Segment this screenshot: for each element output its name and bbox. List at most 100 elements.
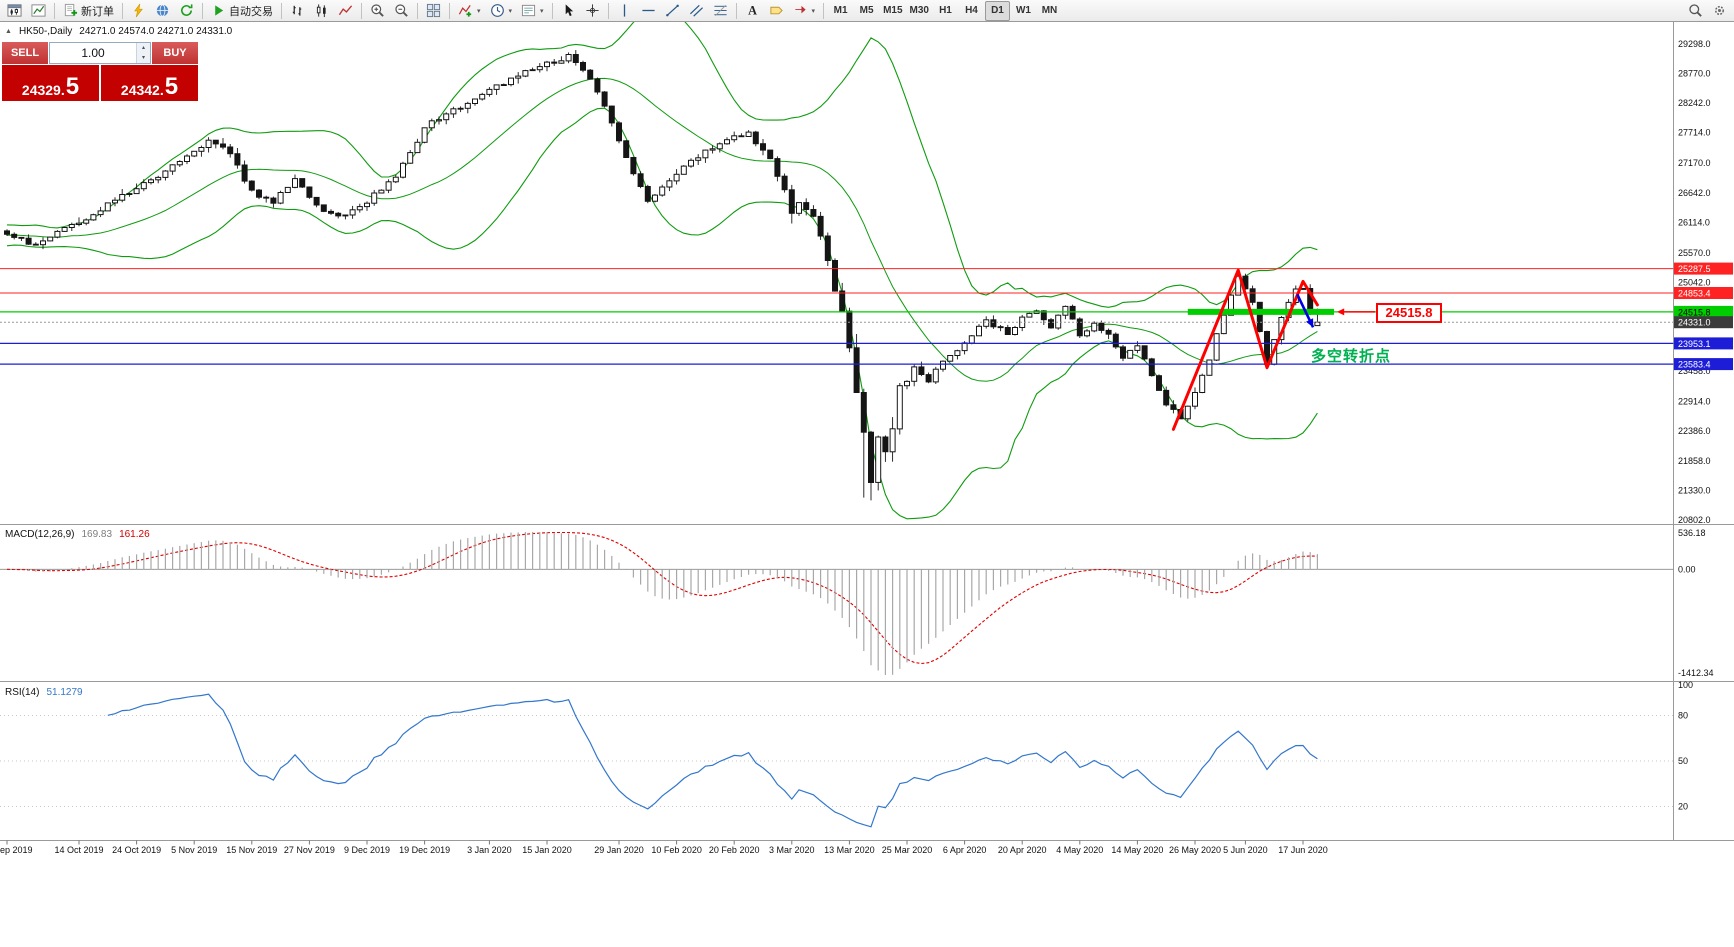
new-chart-button[interactable]: [3, 1, 26, 21]
text-a-icon: A: [745, 3, 760, 18]
toolbar-separator: [54, 2, 55, 19]
volume-decrease-button[interactable]: ▾: [137, 53, 150, 63]
symbol-search-button[interactable]: [1684, 1, 1707, 21]
chart-candle-icon: [7, 3, 22, 18]
terminal-button[interactable]: [151, 1, 174, 21]
timeframe-m30-button[interactable]: M30: [907, 1, 932, 21]
panel-separators: [0, 22, 1734, 841]
crosshair-button[interactable]: [581, 1, 604, 21]
autotrading-button-label: 自动交易: [229, 5, 273, 18]
vertical-line-button[interactable]: [613, 1, 636, 21]
dropdown-caret-icon: ▾: [540, 7, 544, 15]
toolbar-separator: [417, 2, 418, 19]
volume-increase-button[interactable]: ▴: [137, 43, 150, 53]
arrow-icon: [793, 3, 808, 18]
blue-arrow-drawing[interactable]: [1296, 293, 1315, 328]
rsi-panel: [0, 693, 1674, 828]
horizontal-line-button[interactable]: [637, 1, 660, 21]
collapse-panel-icon[interactable]: ▲: [5, 28, 12, 35]
fibonacci-button[interactable]: [709, 1, 732, 21]
channel-button[interactable]: [685, 1, 708, 21]
price-chart[interactable]: 29298.0 28770.0 28242.0 27714.0 27170.0 26642…: [0, 22, 1734, 947]
time-axis[interactable]: 30 Sep 2019 14 Oct 2019 24 Oct 2019 5 Nov 2…: [0, 840, 1328, 856]
svg-text:23458.0: 23458.0: [1678, 366, 1711, 376]
sell-button[interactable]: SELL: [2, 42, 48, 64]
timeframe-d1-button[interactable]: D1: [984, 0, 1010, 21]
rsi-axis-labels: 100 80 50 20: [1678, 680, 1693, 812]
svg-text:27170.0: 27170.0: [1678, 158, 1711, 168]
svg-text:22914.0: 22914.0: [1678, 397, 1711, 407]
svg-text:29 Jan 2020: 29 Jan 2020: [594, 845, 644, 855]
text-button[interactable]: A: [741, 1, 764, 21]
new-order-button[interactable]: 新订单: [59, 1, 118, 21]
timeframe-h1-button[interactable]: H1: [933, 1, 958, 21]
tile-windows-button[interactable]: [422, 1, 445, 21]
svg-text:9 Dec 2019: 9 Dec 2019: [344, 845, 390, 855]
timeframe-w1-button[interactable]: W1: [1011, 1, 1036, 21]
timeframe-mn-button[interactable]: MN: [1037, 1, 1062, 21]
templates-button[interactable]: ▾: [517, 1, 548, 21]
periods-button[interactable]: ▾: [486, 1, 517, 21]
svg-text:27714.0: 27714.0: [1678, 128, 1711, 138]
timeframe-m15-button[interactable]: M15: [880, 1, 905, 21]
line-chart-button[interactable]: [334, 1, 357, 21]
main-toolbar: 新订单 自动交易 ▾ ▾ ▾ A ▾ M1 M5 M15 M30 H1 H4 D1 W1 MN: [0, 0, 1734, 22]
chart-profiles-button[interactable]: [27, 1, 50, 21]
svg-text:23583.4: 23583.4: [1678, 360, 1711, 370]
autotrading-button[interactable]: 自动交易: [207, 1, 277, 21]
refresh-icon: [179, 3, 194, 18]
clock-icon: [490, 3, 505, 18]
cursor-icon: [561, 3, 576, 18]
chart-window-icon: [31, 3, 46, 18]
timeframe-h4-button[interactable]: H4: [959, 1, 984, 21]
zoom-out-button[interactable]: [390, 1, 413, 21]
svg-text:6 Apr 2020: 6 Apr 2020: [943, 845, 987, 855]
cursor-button[interactable]: [557, 1, 580, 21]
buy-price-display[interactable]: 24342. 5: [101, 65, 198, 101]
svg-text:14 Oct 2019: 14 Oct 2019: [54, 845, 103, 855]
macd-panel: [0, 531, 1674, 665]
sell-price-display[interactable]: 24329. 5: [2, 65, 99, 101]
strategy-tester-button[interactable]: [127, 1, 150, 21]
svg-text:17 Jun 2020: 17 Jun 2020: [1278, 845, 1328, 855]
price-callout[interactable]: 24515.8: [1376, 303, 1442, 323]
svg-text:3 Mar 2020: 3 Mar 2020: [769, 845, 815, 855]
indicators-button[interactable]: ▾: [454, 1, 485, 21]
volume-input[interactable]: [50, 43, 136, 63]
buy-button[interactable]: BUY: [152, 42, 198, 64]
svg-text:21330.0: 21330.0: [1678, 485, 1711, 495]
trendline-button[interactable]: [661, 1, 684, 21]
lightning-icon: [131, 3, 146, 18]
svg-text:15 Jan 2020: 15 Jan 2020: [522, 845, 572, 855]
rsi-line: [107, 693, 1318, 828]
candles-layer: [4, 50, 1321, 501]
crosshair-icon: [585, 3, 600, 18]
candlestick-chart-button[interactable]: [310, 1, 333, 21]
svg-text:25570.0: 25570.0: [1678, 248, 1711, 258]
chart-settings-button[interactable]: [1708, 1, 1731, 21]
svg-text:25287.5: 25287.5: [1678, 264, 1711, 274]
svg-text:28770.0: 28770.0: [1678, 69, 1711, 79]
toolbar-right-group: [1684, 1, 1731, 21]
timeframe-m1-button[interactable]: M1: [828, 1, 853, 21]
toolbar-separator: [361, 2, 362, 19]
bar-chart-button[interactable]: [286, 1, 309, 21]
timeframe-m5-button[interactable]: M5: [854, 1, 879, 21]
bollinger-bands: [6, 22, 1318, 520]
toolbar-separator: [449, 2, 450, 19]
trend-zigzag-drawing[interactable]: [1171, 268, 1319, 431]
order-plus-icon: [63, 3, 78, 18]
trendline-icon: [665, 3, 680, 18]
text-label-button[interactable]: [765, 1, 788, 21]
arrows-button[interactable]: ▾: [789, 1, 820, 21]
svg-text:20 Apr 2020: 20 Apr 2020: [998, 845, 1047, 855]
chart-window: 29298.0 28770.0 28242.0 27714.0 27170.0 26642…: [0, 22, 1734, 947]
toolbar-separator: [281, 2, 282, 19]
gear-icon: [1712, 3, 1727, 18]
autotrade-status-button[interactable]: [175, 1, 198, 21]
turning-point-annotation[interactable]: 多空转折点: [1311, 348, 1392, 365]
zoom-in-button[interactable]: [366, 1, 389, 21]
svg-text:3 Jan 2020: 3 Jan 2020: [467, 845, 512, 855]
svg-text:26642.0: 26642.0: [1678, 188, 1711, 198]
macd-axis-labels: 536.18 0.00 -1412.34: [1678, 528, 1714, 678]
